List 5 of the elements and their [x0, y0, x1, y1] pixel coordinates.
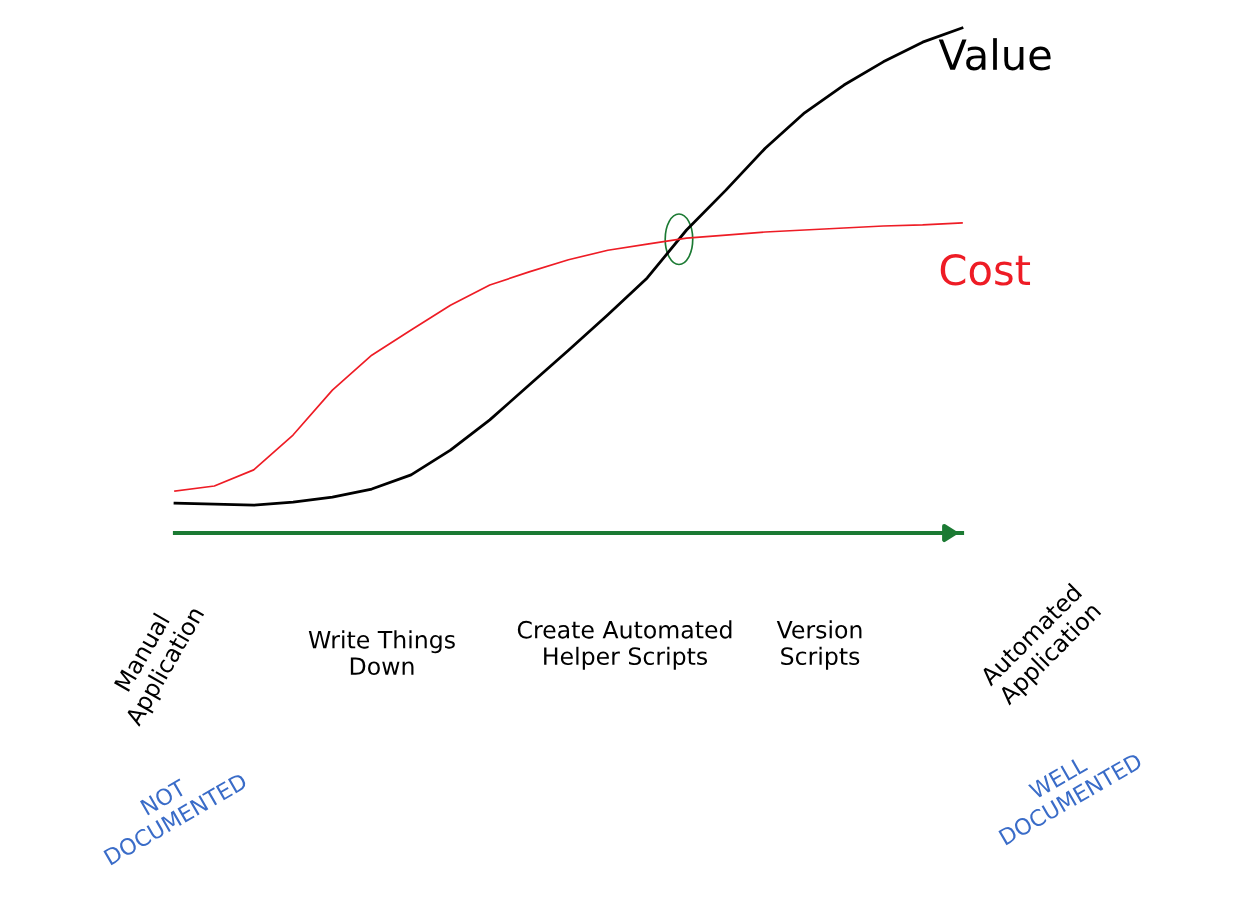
text: Write Things Down — [308, 630, 455, 676]
series-label: Cost — [940, 254, 1031, 286]
text: Create Automated Helper Scripts — [517, 620, 732, 670]
series-label: Value — [938, 38, 1051, 71]
text: Version Scripts — [776, 620, 862, 670]
